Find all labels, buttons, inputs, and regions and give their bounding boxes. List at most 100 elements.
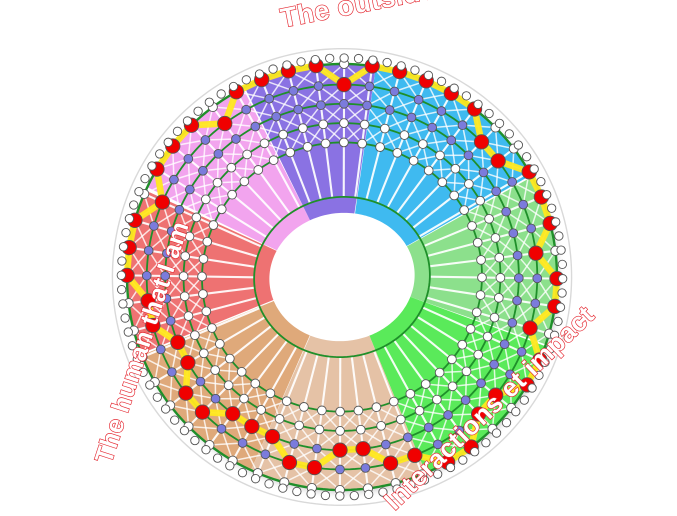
node-rim: [183, 117, 191, 125]
node-rim: [255, 70, 263, 78]
node-minor: [502, 207, 511, 216]
node-minor: [494, 293, 503, 302]
node-minor: [358, 139, 367, 148]
node-major: [218, 116, 232, 130]
node-minor: [340, 119, 349, 128]
node-minor: [251, 379, 260, 388]
node-rim: [117, 285, 125, 293]
node-rim: [226, 462, 234, 470]
node-minor: [450, 191, 459, 200]
node-minor: [300, 403, 309, 412]
node-minor: [144, 246, 153, 255]
node-minor: [400, 131, 409, 140]
node-major: [245, 419, 259, 433]
node-minor: [199, 166, 208, 175]
node-minor: [451, 164, 460, 173]
node-minor: [170, 175, 179, 184]
node-rim: [141, 174, 149, 182]
node-minor: [381, 440, 390, 449]
node-rim: [383, 58, 391, 66]
node-rim: [397, 62, 405, 70]
node-major: [356, 442, 370, 456]
node-minor: [199, 349, 208, 358]
node-minor: [428, 123, 437, 132]
node-rim: [482, 439, 490, 447]
node-minor: [458, 121, 467, 130]
node-minor: [198, 272, 207, 281]
node-minor: [336, 407, 345, 416]
node-minor: [336, 465, 345, 474]
node-rim: [119, 243, 127, 251]
node-minor: [361, 464, 370, 473]
node-major: [155, 195, 169, 209]
node-minor: [251, 122, 260, 131]
node-minor: [447, 136, 456, 145]
node-minor: [217, 205, 226, 214]
node-minor: [260, 139, 269, 148]
node-minor: [464, 151, 473, 160]
node-rim: [340, 54, 348, 62]
node-rim: [530, 165, 538, 173]
node-minor: [356, 425, 365, 434]
node-minor: [409, 156, 418, 165]
node-minor: [243, 150, 252, 159]
node-rim: [311, 55, 319, 63]
node-major: [383, 456, 397, 470]
node-minor: [476, 196, 485, 205]
node-minor: [238, 439, 247, 448]
node-minor: [496, 273, 505, 282]
node-minor: [242, 105, 251, 114]
node-minor: [513, 296, 522, 305]
node-minor: [196, 377, 205, 386]
node-major: [195, 405, 209, 419]
node-minor: [415, 406, 424, 415]
node-major: [307, 460, 321, 474]
node-rim: [297, 58, 305, 66]
node-minor: [490, 360, 499, 369]
node-rim: [558, 275, 566, 283]
node-rim: [161, 405, 169, 413]
node-minor: [227, 163, 236, 172]
node-minor: [184, 154, 193, 163]
node-minor: [225, 354, 234, 363]
node-minor: [407, 113, 416, 122]
node-rim: [229, 82, 237, 90]
node-minor: [473, 238, 482, 247]
node-minor: [436, 151, 445, 160]
node-rim: [194, 107, 202, 115]
node-minor: [261, 450, 270, 459]
node-major: [491, 154, 505, 168]
node-rim: [522, 153, 530, 161]
node-minor: [175, 205, 184, 214]
node-minor: [403, 433, 412, 442]
node-rim: [118, 257, 126, 265]
node-rim: [202, 446, 210, 454]
node-minor: [363, 101, 372, 110]
node-minor: [339, 138, 348, 147]
node-rim: [557, 246, 565, 254]
node-rim: [552, 218, 560, 226]
node-minor: [461, 396, 470, 405]
node-minor: [533, 274, 542, 283]
node-minor: [295, 421, 304, 430]
node-rim: [543, 191, 551, 199]
node-rim: [251, 474, 259, 482]
node-minor: [458, 340, 467, 349]
node-minor: [228, 190, 237, 199]
node-minor: [508, 178, 517, 187]
node-minor: [240, 177, 249, 186]
node-rim: [146, 381, 154, 389]
node-minor: [474, 350, 483, 359]
node-rim: [350, 491, 358, 499]
node-minor: [266, 389, 275, 398]
node-minor: [269, 156, 278, 165]
node-rim: [558, 289, 566, 297]
node-rim: [135, 187, 143, 195]
node-minor: [513, 251, 522, 260]
node-rim: [293, 487, 301, 495]
node-rim: [122, 228, 130, 236]
node-minor: [438, 178, 447, 187]
node-rim: [354, 54, 362, 62]
node-minor: [354, 406, 363, 415]
